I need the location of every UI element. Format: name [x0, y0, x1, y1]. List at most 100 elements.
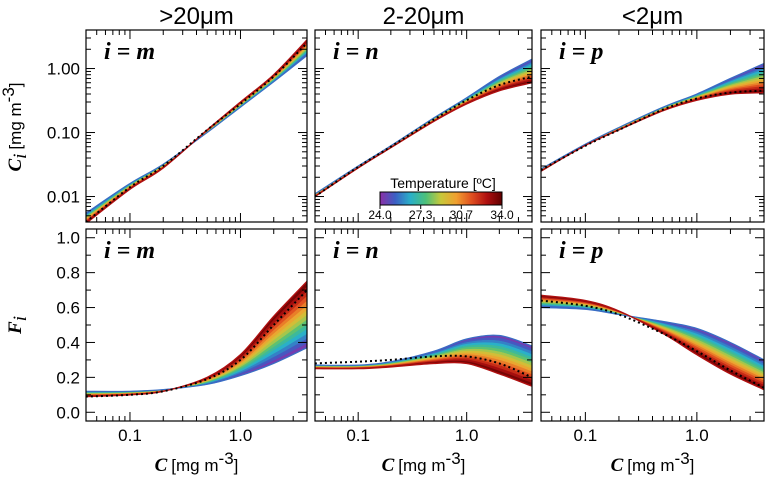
colorbar: Temperature [ºC] 24.0 27.3 30.7 34.0: [368, 175, 514, 222]
curve-dotted-mean: [86, 42, 307, 222]
curve-dotted-mean: [315, 75, 532, 198]
x-tick-label: 1.0: [455, 426, 479, 445]
x-axis-close: ]: [234, 456, 239, 475]
x-axis-unit: [mg m: [627, 456, 674, 475]
colorbar-tick-label: 24.0: [368, 208, 392, 222]
plot-area: [541, 62, 764, 172]
plot-area: [86, 280, 307, 398]
curve-t34: [541, 294, 764, 391]
plot-area: [541, 294, 764, 391]
y-bottom-symbol: F: [5, 321, 26, 335]
curve-dotted-mean: [541, 89, 764, 171]
panel-label-variable: p: [589, 39, 603, 65]
y-tick-label: 0.4: [56, 333, 80, 352]
plot-area: [315, 58, 532, 198]
panel-label-symbol: i: [333, 238, 340, 264]
temperature-band: [541, 90, 764, 172]
panel-label-equals: =: [566, 238, 592, 264]
x-axis-label: C [mg m-3]: [611, 449, 695, 476]
colorbar-title: Temperature [ºC]: [390, 175, 496, 191]
x-tick-label: 0.1: [346, 426, 370, 445]
colorbar-tick-label: 30.7: [450, 208, 474, 222]
y-top-unit: [mg m: [6, 102, 25, 149]
x-axis-exponent: -3: [219, 449, 234, 468]
x-axis-symbol: C: [382, 455, 395, 476]
panel-label: i = m: [104, 39, 155, 65]
x-axis-exponent: -3: [446, 449, 461, 468]
x-tick-label: 1.0: [685, 426, 709, 445]
curve-t34: [86, 280, 307, 398]
temperature-band: [541, 81, 764, 171]
panel-label-equals: =: [111, 39, 137, 65]
colorbar-bar: [379, 191, 503, 206]
curve-t34: [541, 91, 764, 172]
x-tick-label: 0.1: [118, 426, 142, 445]
x-axis-unit: [mg m: [171, 456, 218, 475]
x-axis-close: ]: [461, 456, 466, 475]
curve-t24: [315, 58, 532, 195]
x-axis-close: ]: [690, 456, 695, 475]
panel-label: i = n: [333, 238, 379, 264]
y-tick-label: 1.0: [56, 229, 80, 248]
y-tick-label: 0.2: [56, 368, 80, 387]
y-tick-label: 0.10: [47, 124, 80, 143]
panel-top-left: 0.01 0.10 1.00 i = m: [47, 29, 308, 223]
x-axis-symbol: C: [155, 455, 168, 476]
y-tick-label: 0.6: [56, 299, 80, 318]
panel-label-variable: m: [136, 238, 155, 264]
curve-t24: [86, 347, 307, 393]
temperature-band: [541, 86, 764, 172]
panel-label: i = p: [559, 39, 603, 65]
y-axis-label-bottom: Fi: [5, 316, 31, 335]
y-top-close: ]: [6, 82, 25, 87]
curve-t24: [315, 334, 532, 366]
panel-label-variable: m: [136, 39, 155, 65]
panel-label-variable: n: [365, 238, 378, 264]
panel-top-middle: i = n: [314, 29, 533, 223]
x-axis-label: C [mg m-3]: [155, 449, 239, 476]
column-title-3: <2μm: [622, 3, 683, 30]
panel-label-variable: n: [365, 39, 378, 65]
panel-label-equals: =: [340, 238, 366, 264]
curve-t34: [315, 361, 532, 387]
y-tick-label: 0.01: [47, 188, 80, 207]
y-tick-label: 0.0: [56, 403, 80, 422]
panel-label-equals: =: [566, 39, 592, 65]
curve-t24: [541, 306, 764, 361]
y-top-subscript: i: [10, 154, 31, 159]
panel-bottom-middle: 0.1 1.0 i = n: [314, 228, 533, 445]
panel-label: i = n: [333, 39, 379, 65]
y-bottom-subscript: i: [10, 316, 31, 321]
plot-area: [86, 39, 307, 222]
panel-label-symbol: i: [559, 39, 566, 65]
panel-label-symbol: i: [104, 238, 111, 264]
panel-bottom-left: 0.1 1.0 0.0 0.2 0.4 0.6 0.8 1.0 i = m: [56, 228, 308, 445]
column-title-1: >20μm: [159, 3, 234, 30]
column-title-2: 2-20μm: [383, 3, 465, 30]
panel-label-variable: p: [589, 238, 603, 264]
y-top-symbol: C: [5, 159, 26, 172]
x-tick-label: 0.1: [574, 426, 598, 445]
curve-t34: [86, 39, 307, 222]
curve-t24: [541, 62, 764, 170]
x-tick-label: 1.0: [229, 426, 253, 445]
x-axis-unit: [mg m: [398, 456, 445, 475]
panel-label-equals: =: [111, 238, 137, 264]
panel-bottom-right: 0.1 1.0 i = p: [540, 228, 765, 445]
temperature-band: [541, 83, 764, 171]
panel-label-symbol: i: [333, 39, 340, 65]
y-tick-label: 0.8: [56, 264, 80, 283]
x-axis-exponent: -3: [675, 449, 690, 468]
panel-label-symbol: i: [104, 39, 111, 65]
panel-label-symbol: i: [559, 238, 566, 264]
plot-area: [315, 334, 532, 387]
x-axis-label: C [mg m-3]: [382, 449, 466, 476]
y-tick-label: 1.00: [47, 60, 80, 79]
curve-dotted-mean: [315, 354, 532, 379]
panel-label: i = p: [559, 238, 603, 264]
y-top-exponent: -3: [0, 87, 18, 102]
panel-label: i = m: [104, 238, 155, 264]
temperature-band: [541, 88, 764, 172]
colorbar-tick-label: 34.0: [490, 208, 514, 222]
